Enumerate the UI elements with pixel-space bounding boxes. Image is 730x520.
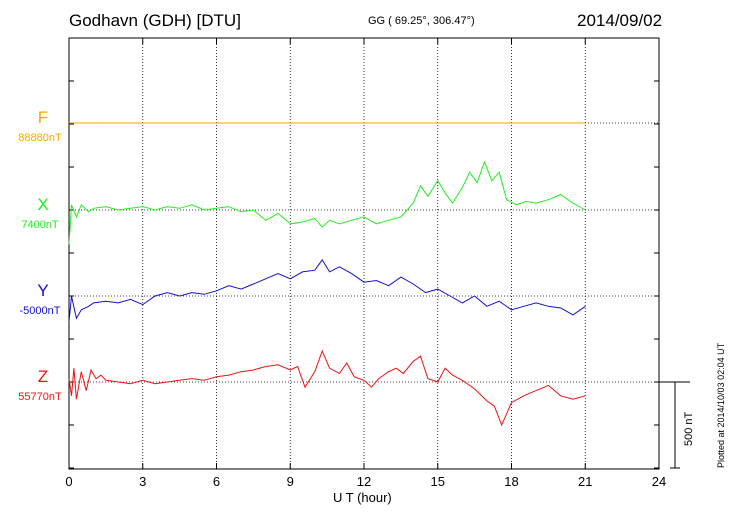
plotted-timestamp: Plotted at 2014/10/03 02:04 UT bbox=[716, 342, 726, 468]
scale-bar-label: 500 nT bbox=[683, 411, 695, 446]
x-tick-label: 18 bbox=[504, 474, 518, 489]
component-label-z: Z bbox=[38, 367, 48, 386]
baseline-label-x: 7400nT bbox=[21, 219, 59, 231]
component-label-x: X bbox=[37, 195, 48, 214]
x-tick-label: 3 bbox=[139, 474, 146, 489]
station-title: Godhavn (GDH) [DTU] bbox=[69, 11, 241, 30]
series-line-z bbox=[68, 349, 586, 427]
x-tick-label: 12 bbox=[357, 474, 371, 489]
baseline-label-z: 55770nT bbox=[18, 391, 62, 403]
x-tick-label: 24 bbox=[652, 474, 666, 489]
plot-date: 2014/09/02 bbox=[577, 11, 663, 30]
x-axis-label: U T (hour) bbox=[333, 490, 392, 505]
x-tick-label: 9 bbox=[287, 474, 294, 489]
x-tick-label: 15 bbox=[431, 474, 445, 489]
x-tick-label: 6 bbox=[213, 474, 220, 489]
x-tick-label: 21 bbox=[578, 474, 592, 489]
component-label-y: Y bbox=[37, 281, 48, 300]
series-line-x bbox=[68, 160, 586, 245]
baseline-label-y: -5000nT bbox=[20, 305, 61, 317]
x-tick-label: 0 bbox=[65, 474, 72, 489]
series-line-y bbox=[68, 258, 586, 322]
component-label-f: F bbox=[38, 108, 48, 127]
baseline-label-f: 88880nT bbox=[18, 132, 62, 144]
geographic-coordinates: GG ( 69.25°, 306.47°) bbox=[368, 15, 475, 27]
